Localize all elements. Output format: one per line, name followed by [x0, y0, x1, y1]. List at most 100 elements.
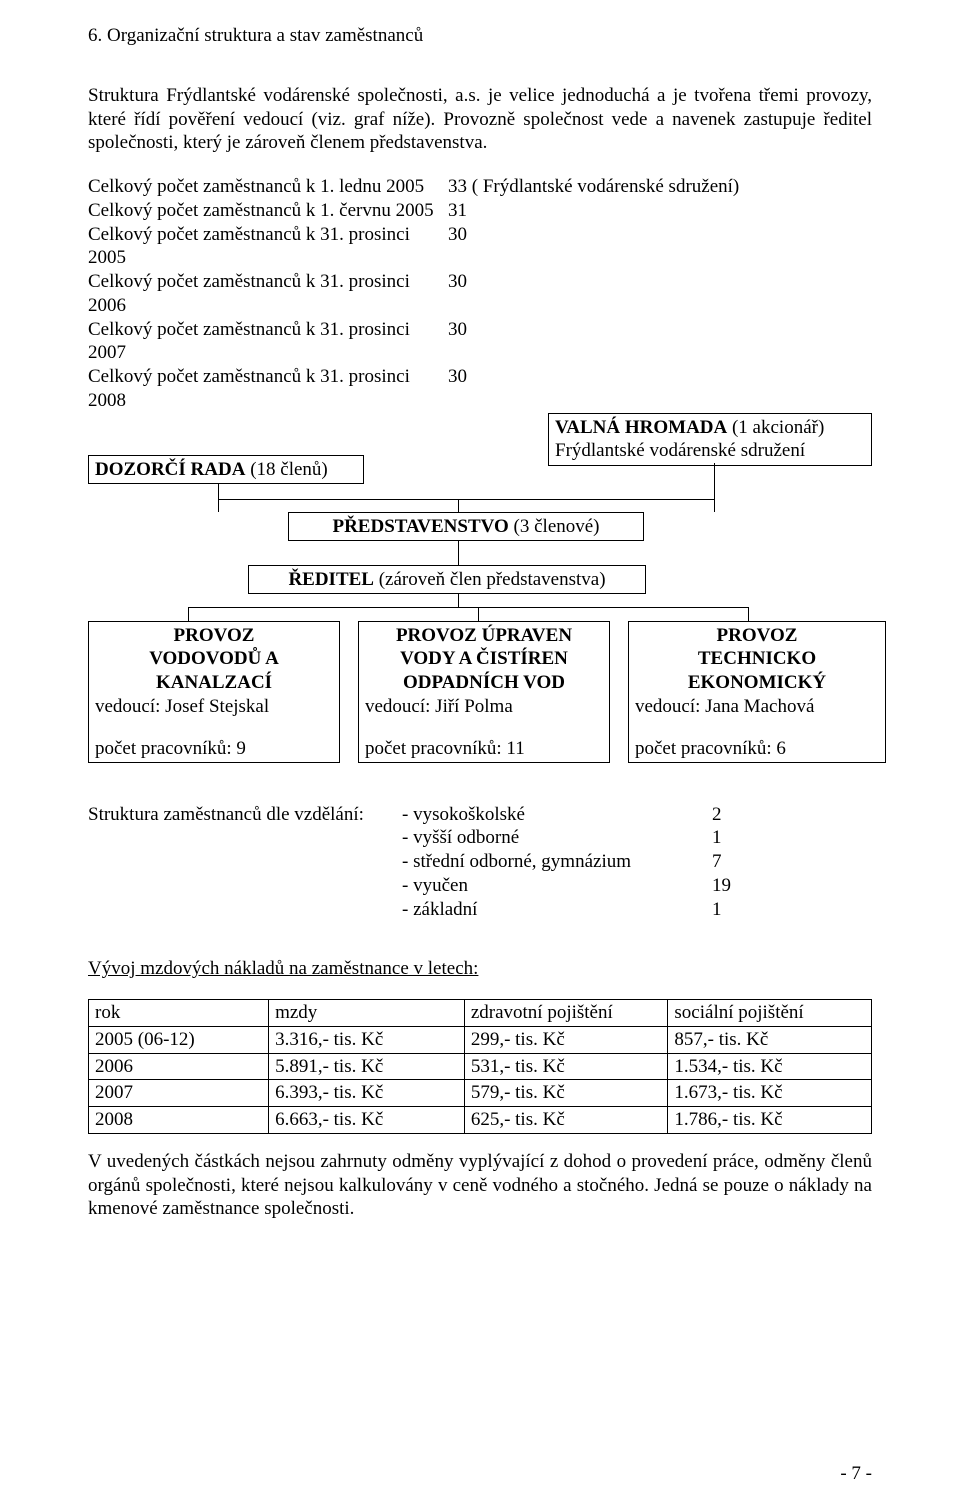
count-label: Celkový počet zaměstnanců k 31. prosinci…: [88, 270, 448, 318]
provoz-head-line: TECHNICKO: [635, 647, 879, 671]
org-box-director: ŘEDITEL (zároveň člen představenstva): [248, 565, 646, 595]
connector: [458, 499, 459, 512]
org-label-bold: ŘEDITEL: [288, 569, 374, 590]
edu-value: 7: [712, 850, 752, 874]
org-label-rest: (18 členů): [245, 459, 327, 480]
connector: [218, 499, 715, 500]
table-cell: 1.534,- tis. Kč: [668, 1053, 872, 1080]
connector: [748, 607, 749, 621]
edu-value: 19: [712, 874, 752, 898]
table-header-cell: sociální pojištění: [668, 1000, 872, 1027]
count-value: 33 ( Frýdlantské vodárenské sdružení): [448, 175, 748, 199]
table-row: 2005 (06-12)3.316,- tis. Kč299,- tis. Kč…: [89, 1026, 872, 1053]
org-label-sub: Frýdlantské vodárenské sdružení: [555, 439, 865, 463]
count-row: Celkový počet zaměstnanců k 31. prosinci…: [88, 318, 872, 366]
table-body: 2005 (06-12)3.316,- tis. Kč299,- tis. Kč…: [89, 1026, 872, 1133]
table-cell: 1.786,- tis. Kč: [668, 1107, 872, 1134]
org-label-rest: (1 akcionář): [727, 417, 824, 438]
provoz-head-line: VODY A ČISTÍREN: [365, 647, 603, 671]
provoz-vedouci: vedoucí: Jana Machová: [635, 695, 879, 719]
section-title: 6. Organizační struktura a stav zaměstna…: [88, 24, 872, 48]
page-number: - 7 -: [840, 1462, 872, 1486]
edu-row: - vyšší odborné1: [88, 826, 872, 850]
count-label: Celkový počet zaměstnanců k 31. prosinci…: [88, 365, 448, 413]
connector: [218, 483, 219, 512]
org-label-bold: PŘEDSTAVENSTVO: [332, 516, 508, 537]
provoz-pocet: počet pracovníků: 11: [365, 737, 603, 761]
provoz-head-line: EKONOMICKÝ: [635, 671, 879, 695]
education-block: Struktura zaměstnanců dle vzdělání:- vys…: [88, 803, 872, 922]
intro-paragraph: Struktura Frýdlantské vodárenské společn…: [88, 84, 872, 155]
org-label-bold: VALNÁ HROMADA: [555, 417, 727, 438]
provoz-pocet: počet pracovníků: 6: [635, 737, 879, 761]
edu-title-cell: Struktura zaměstnanců dle vzdělání:: [88, 803, 402, 827]
connector: [188, 607, 748, 608]
edu-value: 2: [712, 803, 752, 827]
edu-title-cell: [88, 874, 402, 898]
table-row: 20065.891,- tis. Kč531,- tis. Kč1.534,- …: [89, 1053, 872, 1080]
table-header-cell: mzdy: [269, 1000, 465, 1027]
edu-category: - vysokoškolské: [402, 803, 712, 827]
table-cell: 3.316,- tis. Kč: [269, 1026, 465, 1053]
wage-table: rokmzdyzdravotní pojištěnísociální pojiš…: [88, 999, 872, 1134]
org-label-rest: (3 členové): [509, 516, 600, 537]
edu-title-cell: [88, 826, 402, 850]
org-chart: DOZORČÍ RADA (18 členů) VALNÁ HROMADA (1…: [88, 413, 872, 743]
wage-title: Vývoj mzdových nákladů na zaměstnance v …: [88, 957, 872, 981]
count-label: Celkový počet zaměstnanců k 1. červnu 20…: [88, 199, 448, 223]
org-box-supervisory-board: DOZORČÍ RADA (18 členů): [88, 455, 364, 485]
provoz-head-line: PROVOZ: [635, 624, 879, 648]
provoz-head-line: PROVOZ ÚPRAVEN: [365, 624, 603, 648]
provoz-head-line: VODOVODŮ A: [95, 647, 333, 671]
edu-row: Struktura zaměstnanců dle vzdělání:- vys…: [88, 803, 872, 827]
provoz-pocet: počet pracovníků: 9: [95, 737, 333, 761]
table-cell: 299,- tis. Kč: [464, 1026, 668, 1053]
edu-row: - střední odborné, gymnázium7: [88, 850, 872, 874]
table-row: 20086.663,- tis. Kč625,- tis. Kč1.786,- …: [89, 1107, 872, 1134]
edu-row: - základní1: [88, 898, 872, 922]
table-cell: 6.393,- tis. Kč: [269, 1080, 465, 1107]
count-label: Celkový počet zaměstnanců k 31. prosinci…: [88, 318, 448, 366]
connector: [458, 593, 459, 607]
table-cell: 579,- tis. Kč: [464, 1080, 668, 1107]
connector: [714, 463, 715, 512]
employee-counts: Celkový počet zaměstnanců k 1. lednu 200…: [88, 175, 872, 413]
table-cell: 2007: [89, 1080, 269, 1107]
count-row: Celkový počet zaměstnanců k 31. prosinci…: [88, 365, 872, 413]
org-box-general-meeting: VALNÁ HROMADA (1 akcionář) Frýdlantské v…: [548, 413, 872, 467]
edu-value: 1: [712, 826, 752, 850]
count-row: Celkový počet zaměstnanců k 1. lednu 200…: [88, 175, 872, 199]
edu-category: - střední odborné, gymnázium: [402, 850, 712, 874]
table-header-cell: rok: [89, 1000, 269, 1027]
table-cell: 531,- tis. Kč: [464, 1053, 668, 1080]
table-cell: 6.663,- tis. Kč: [269, 1107, 465, 1134]
connector: [478, 607, 479, 621]
table-cell: 5.891,- tis. Kč: [269, 1053, 465, 1080]
table-header-cell: zdravotní pojištění: [464, 1000, 668, 1027]
org-box-provoz-3: PROVOZ TECHNICKO EKONOMICKÝ vedoucí: Jan…: [628, 621, 886, 764]
provoz-head-line: KANALZACÍ: [95, 671, 333, 695]
count-value: 30: [448, 365, 748, 413]
table-cell: 625,- tis. Kč: [464, 1107, 668, 1134]
count-value: 30: [448, 318, 748, 366]
count-label: Celkový počet zaměstnanců k 1. lednu 200…: [88, 175, 448, 199]
edu-title-cell: [88, 898, 402, 922]
provoz-head-line: ODPADNÍCH VOD: [365, 671, 603, 695]
org-label-rest: (zároveň člen představenstva): [374, 569, 606, 590]
provoz-vedouci: vedoucí: Jiří Polma: [365, 695, 603, 719]
edu-category: - vyšší odborné: [402, 826, 712, 850]
page: 6. Organizační struktura a stav zaměstna…: [0, 0, 960, 1510]
table-cell: 2006: [89, 1053, 269, 1080]
table-cell: 857,- tis. Kč: [668, 1026, 872, 1053]
count-row: Celkový počet zaměstnanců k 31. prosinci…: [88, 270, 872, 318]
org-box-provoz-1: PROVOZ VODOVODŮ A KANALZACÍ vedoucí: Jos…: [88, 621, 340, 764]
count-row: Celkový počet zaměstnanců k 31. prosinci…: [88, 223, 872, 271]
connector: [188, 607, 189, 621]
org-label-bold: DOZORČÍ RADA: [95, 459, 245, 480]
provoz-vedouci: vedoucí: Josef Stejskal: [95, 695, 333, 719]
count-row: Celkový počet zaměstnanců k 1. červnu 20…: [88, 199, 872, 223]
count-label: Celkový počet zaměstnanců k 31. prosinci…: [88, 223, 448, 271]
table-row: rokmzdyzdravotní pojištěnísociální pojiš…: [89, 1000, 872, 1027]
org-box-provoz-2: PROVOZ ÚPRAVEN VODY A ČISTÍREN ODPADNÍCH…: [358, 621, 610, 764]
edu-category: - vyučen: [402, 874, 712, 898]
